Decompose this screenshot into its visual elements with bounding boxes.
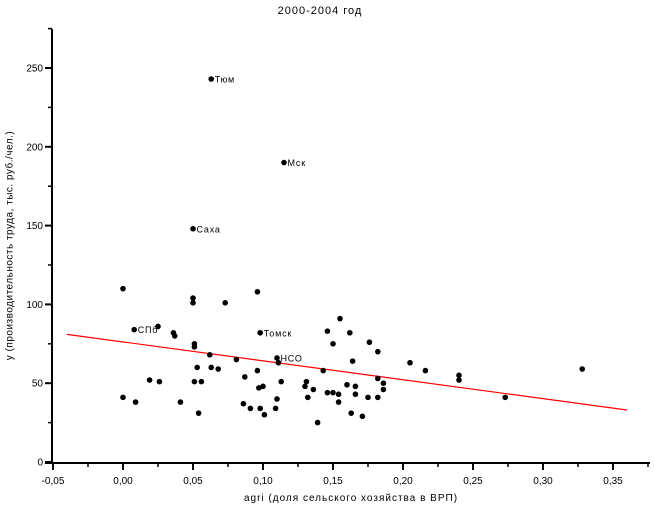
x-axis-title: agri (доля сельского хозяйства в ВРП) [243,493,459,504]
data-point [330,389,336,396]
y-tick-label: 150 [26,221,43,232]
y-tick-label: 0 [37,458,43,469]
data-point [335,399,342,405]
data-point [344,381,350,388]
y-tick-label: 200 [26,142,43,153]
data-point [380,380,387,387]
x-tick-label: 0,00 [113,476,133,487]
data-point [456,372,462,379]
x-tick-label: 0,10 [253,476,273,487]
data-point [207,352,213,358]
point-label: Томск [264,328,292,338]
data-point [274,355,280,361]
x-tick-label: 0,35 [603,476,623,487]
data-point [190,225,196,232]
data-point [208,76,214,82]
data-point [190,300,196,306]
data-point [132,399,139,405]
data-point [247,405,254,412]
data-point [422,367,429,374]
data-point [198,378,205,385]
x-tick-label: 0,30 [533,476,553,487]
data-point [156,378,163,385]
data-point [260,383,266,390]
data-point [335,391,342,398]
data-point [310,386,317,393]
x-tick-label: 0,25 [463,476,483,487]
data-point [579,366,585,372]
data-point [240,400,247,407]
y-tick-label: 100 [26,300,43,311]
point-label: Тюм [215,75,235,85]
data-point [254,288,261,295]
chart-title: 2000-2004 год [277,5,363,17]
data-point [191,378,198,385]
y-tick-label: 50 [32,379,44,390]
x-tick-label: -0,05 [42,476,65,487]
data-point [303,378,310,385]
data-point [348,410,355,416]
data-point [281,159,287,166]
data-point [261,411,268,418]
point-label: НСО [281,353,303,363]
data-point [274,396,280,402]
data-point [275,359,282,366]
data-point [191,344,198,350]
data-point [375,394,381,401]
data-point [146,377,153,383]
trend-line [66,333,628,411]
point-label: Саха [197,224,221,234]
data-point [302,383,308,390]
data-point [352,383,359,390]
data-point [172,333,178,339]
data-point [131,326,137,333]
data-point [215,366,221,372]
data-point [195,410,202,416]
data-point [314,419,321,426]
data-point [257,329,264,336]
data-point [278,378,285,385]
data-point [365,394,371,401]
data-point [352,391,359,398]
data-point [177,399,184,405]
data-point [330,341,336,347]
data-point [222,300,228,306]
data-point [324,389,331,396]
data-point [194,364,200,371]
data-point [502,394,509,401]
y-axis-title: у (производительность труда, тыс. руб./ч… [4,130,16,361]
x-tick-label: 0,15 [323,476,343,487]
data-point [242,374,248,380]
data-point [375,348,381,355]
point-label: Мск [288,158,306,168]
x-tick-label: 0,20 [393,476,413,487]
data-point [320,367,327,374]
data-point [305,394,311,401]
data-point [120,394,126,401]
data-point [233,356,240,363]
data-point [366,339,373,346]
data-point [375,375,381,382]
data-point [407,359,413,366]
data-point [120,285,126,292]
data-point [155,323,161,330]
data-point [254,367,261,374]
data-point [272,405,279,412]
data-point [190,295,196,301]
data-point [359,413,366,420]
data-point [349,358,356,364]
y-tick-label: 250 [26,64,43,75]
point-label: СПб [138,325,159,335]
data-point [456,377,462,383]
data-point [380,386,387,393]
x-tick-label: 0,05 [183,476,203,487]
data-point [208,364,214,371]
data-point [347,329,353,336]
data-point [255,385,262,391]
data-point [257,405,264,412]
data-point [324,328,331,334]
data-point [337,315,343,322]
